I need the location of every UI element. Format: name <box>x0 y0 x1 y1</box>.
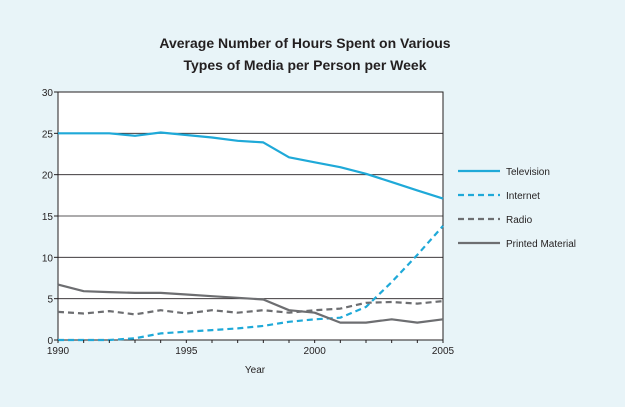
legend-label-radio: Radio <box>506 215 533 226</box>
x-tick-label-1990: 1990 <box>47 346 70 357</box>
grid-lines <box>58 132 443 300</box>
x-tick-label-2000: 2000 <box>304 346 327 357</box>
y-axis-ticks: 0 5 10 15 20 25 30 <box>42 88 58 347</box>
x-axis-ticks: 1990 1995 2000 2005 <box>47 340 455 357</box>
x-axis-title: Year <box>245 365 266 376</box>
series-line-radio <box>57 300 444 316</box>
legend-label-internet: Internet <box>506 191 540 202</box>
y-tick-label-25: 25 <box>42 129 54 140</box>
series-line-internet <box>58 225 444 342</box>
chart-subtitle: Types of Media per Person per Week <box>183 57 426 73</box>
series-line-television <box>58 131 444 200</box>
legend-label-printed-material: Printed Material <box>506 239 576 250</box>
x-tick-label-2005: 2005 <box>432 346 455 357</box>
y-tick-label-5: 5 <box>47 295 53 306</box>
legend-label-television: Television <box>506 167 550 178</box>
y-tick-label-0: 0 <box>47 336 53 347</box>
chart-title: Average Number of Hours Spent on Various <box>159 35 450 51</box>
y-tick-label-10: 10 <box>42 253 54 264</box>
y-tick-label-20: 20 <box>42 171 54 182</box>
y-tick-label-15: 15 <box>42 212 54 223</box>
y-tick-label-30: 30 <box>42 88 54 99</box>
series-line-printed-material <box>57 283 444 324</box>
x-tick-label-1995: 1995 <box>175 346 198 357</box>
series-lines <box>57 131 444 342</box>
legend: Television Internet Radio Printed Material <box>458 167 576 250</box>
